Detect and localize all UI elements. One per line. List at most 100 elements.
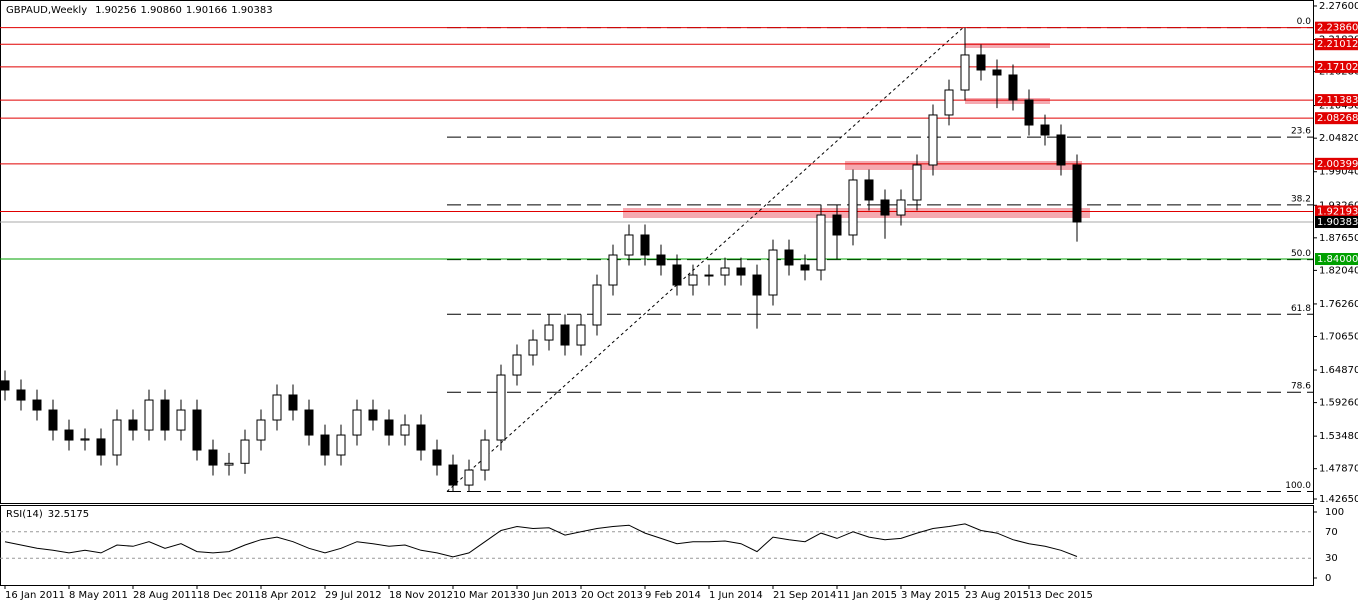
- last-low: 1.90166: [186, 5, 227, 16]
- candle-body: [48, 409, 58, 431]
- candle-body: [656, 254, 666, 266]
- zone: [845, 160, 1082, 170]
- candle-body: [608, 254, 618, 286]
- header: GBPAUD,Weekly 1.90256 1.90860 1.90166 1.9038…: [6, 5, 273, 16]
- candle-body: [160, 399, 170, 431]
- x-tick-label: 20 Oct 2013: [581, 590, 643, 601]
- x-tick-label: 1 Jun 2014: [709, 590, 763, 601]
- candle-body: [736, 267, 746, 276]
- level-tag: [1315, 157, 1358, 170]
- candle-body: [336, 434, 346, 456]
- candle-body: [384, 419, 394, 436]
- y-tick-label: 1.42650: [1319, 494, 1358, 505]
- candle-body: [128, 419, 138, 431]
- candle-body: [544, 324, 554, 341]
- candle-body: [576, 324, 586, 346]
- level-tag: [1315, 38, 1358, 51]
- candle-body: [192, 409, 202, 451]
- candle-body: [624, 234, 634, 256]
- fib-label: 38.2: [1291, 194, 1311, 204]
- support-tag: [1315, 253, 1358, 266]
- x-tick-label: 30 Jun 2013: [517, 590, 577, 601]
- candle-body: [512, 354, 522, 376]
- level-tag: [1315, 112, 1358, 125]
- candle-body: [960, 54, 970, 91]
- candle-body: [864, 179, 874, 201]
- y-tick-label: 2.04820: [1319, 133, 1358, 144]
- level-label: 2.11383: [1317, 95, 1358, 106]
- x-tick-label: 3 May 2015: [901, 590, 960, 601]
- y-tick-label: 1.82040: [1319, 265, 1358, 276]
- level-label: 2.08268: [1317, 113, 1358, 124]
- level-label: 2.23860: [1317, 23, 1358, 34]
- candle-body: [704, 274, 714, 277]
- candle-body: [1008, 74, 1018, 101]
- price-tag: [1315, 215, 1358, 228]
- x-tick-label: 11 Jan 2015: [837, 590, 897, 601]
- candle-body: [400, 424, 410, 436]
- candle-body: [64, 429, 74, 441]
- candle-body: [224, 462, 234, 466]
- candle-body: [432, 449, 442, 466]
- candle-body: [592, 284, 602, 326]
- y-tick-label: 1.47870: [1319, 464, 1358, 475]
- y-tick-label: 1.70650: [1319, 331, 1358, 342]
- last-open: 1.90256: [95, 5, 136, 16]
- candle-body: [272, 394, 282, 421]
- zone: [965, 43, 1050, 48]
- candle-body: [288, 394, 298, 411]
- candle-body: [144, 399, 154, 431]
- rsi-line: [4, 523, 1078, 558]
- candle-body: [992, 69, 1002, 76]
- fib-label: 100.0: [1285, 481, 1311, 491]
- candle-body: [496, 374, 506, 441]
- candle-body: [880, 199, 890, 216]
- x-tick-label: 18 Nov 2012: [389, 590, 453, 601]
- x-tick-label: 8 Apr 2012: [261, 590, 316, 601]
- candle-body: [720, 267, 730, 276]
- x-tick-label: 8 May 2011: [69, 590, 128, 601]
- x-tick-label: 28 Aug 2011: [133, 590, 197, 601]
- candle-body: [528, 339, 538, 356]
- candle-body: [848, 179, 858, 236]
- x-tick-label: 9 Feb 2014: [645, 590, 701, 601]
- rsi-pane: [0, 505, 1314, 586]
- y-tick-label: 1.76260: [1319, 299, 1358, 310]
- candle-body: [944, 89, 954, 116]
- candle-body: [0, 380, 10, 391]
- rsi-title: RSI(14): [6, 509, 43, 520]
- level-tag: [1315, 94, 1358, 107]
- fib-label: 23.6: [1291, 127, 1311, 137]
- y-tick-label: 1.87650: [1319, 233, 1358, 244]
- candle-body: [416, 424, 426, 451]
- y-tick-label: 1.64870: [1319, 365, 1358, 376]
- support-label: 1.84000: [1317, 254, 1358, 265]
- level-label: 2.00399: [1317, 159, 1358, 170]
- price-pane: [0, 0, 1314, 504]
- y-tick-label: 1.99040: [1319, 167, 1358, 178]
- candle-body: [768, 249, 778, 296]
- candle-body: [752, 274, 762, 296]
- last-high: 1.90860: [141, 5, 182, 16]
- level-tag: [1315, 205, 1358, 218]
- rsi-tick-label: 30: [1325, 553, 1338, 564]
- candle-body: [480, 439, 490, 471]
- candle-body: [176, 409, 186, 431]
- candle-body: [80, 438, 90, 441]
- rsi-tick-label: 70: [1325, 527, 1338, 538]
- candle-body: [464, 469, 474, 486]
- x-tick-label: 16 Jan 2011: [5, 590, 65, 601]
- x-tick-label: 21 Sep 2014: [773, 590, 836, 601]
- candle-body: [256, 419, 266, 441]
- fib-label: 0.0: [1297, 17, 1312, 27]
- candle-body: [560, 324, 570, 346]
- y-tick-label: 1.53480: [1319, 431, 1358, 442]
- candle-body: [1040, 124, 1050, 136]
- price-label: 1.90383: [1317, 217, 1358, 228]
- layer: [0, 27, 1082, 558]
- candle-body: [800, 264, 810, 271]
- layer: 2.276002.218202.162802.104502.048201.990…: [5, 1, 1358, 601]
- x-tick-label: 18 Dec 2011: [197, 590, 261, 601]
- candle-body: [896, 199, 906, 216]
